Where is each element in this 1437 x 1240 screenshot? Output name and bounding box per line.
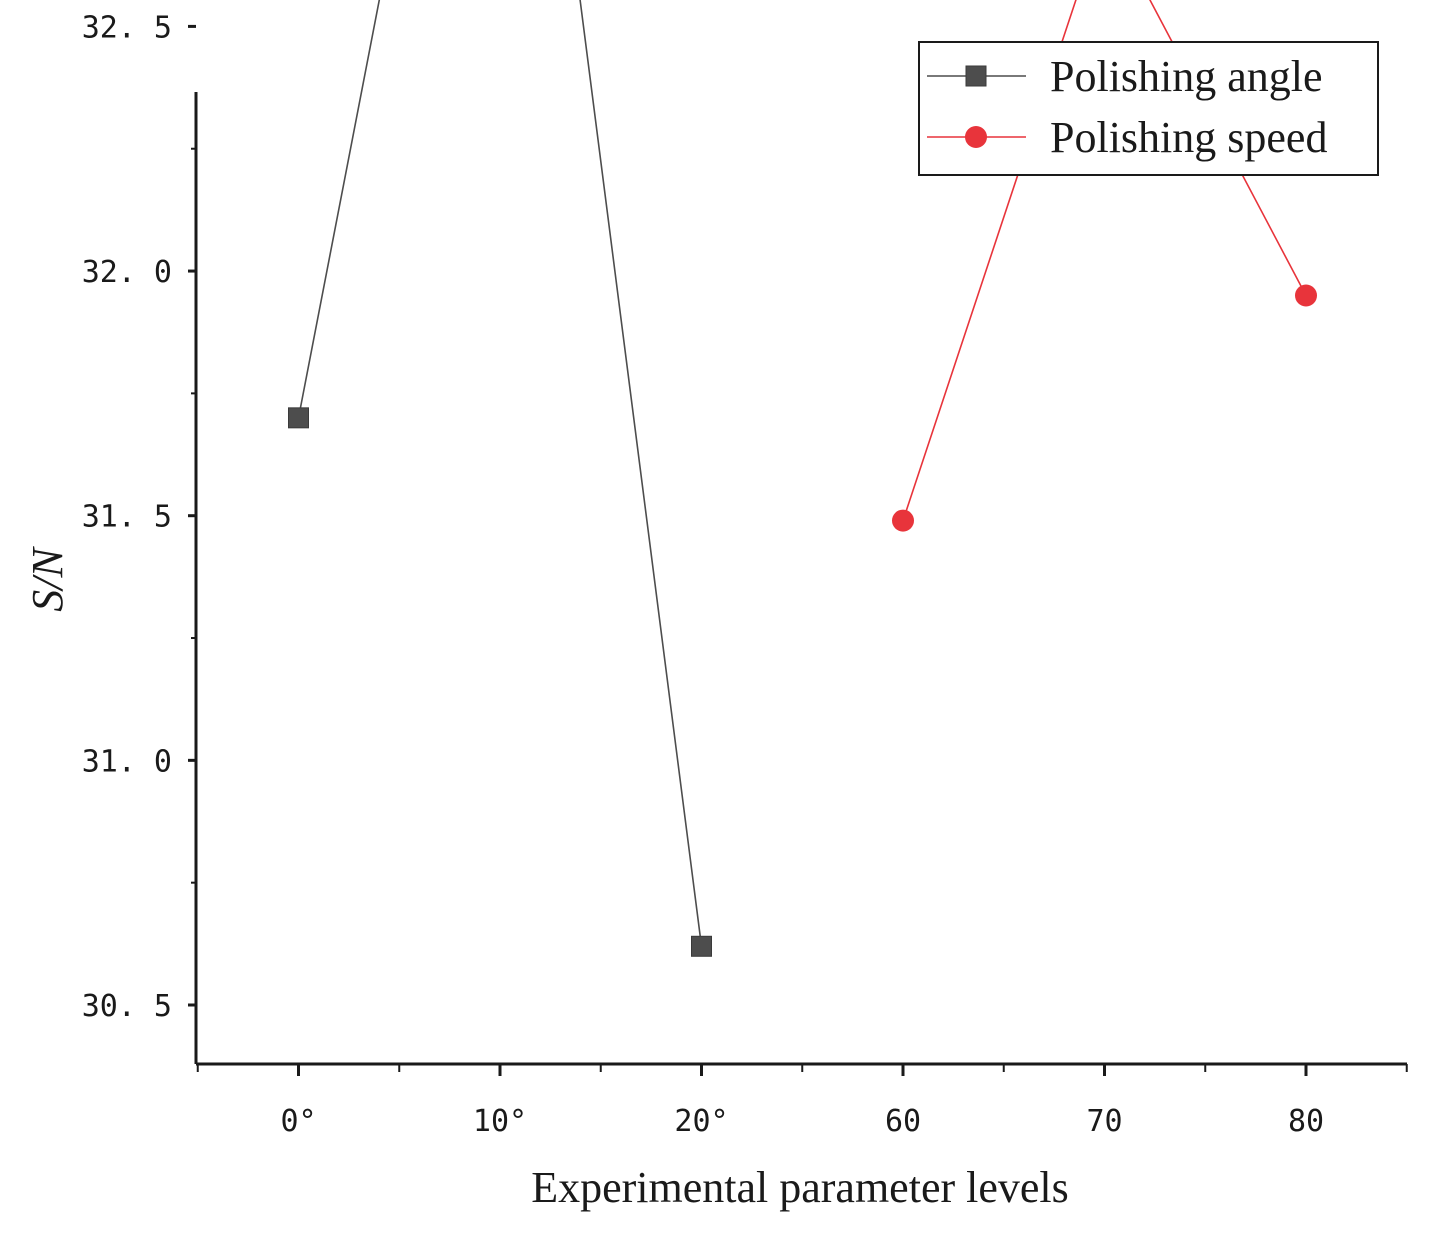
y-tick-label: 30. 5 [82,989,172,1024]
x-tick-label: 10° [473,1104,527,1139]
legend-marker [965,126,987,148]
x-tick-label: 0° [280,1104,316,1139]
data-point [1295,284,1317,307]
x-axis-title: Experimental parameter levels [531,1163,1069,1212]
y-tick-label: 32. 0 [82,255,172,290]
series-line-0 [297,0,703,947]
data-point [691,935,712,957]
x-tick-label: 60 [885,1104,921,1139]
legend-marker [965,65,987,87]
data-point [288,407,309,429]
legend-box [918,41,1379,176]
x-tick-label: 70 [1086,1104,1122,1139]
legend-label: Polishing speed [1050,113,1327,162]
legend-label: Polishing angle [1050,52,1323,101]
x-tick-label: 20° [674,1104,728,1139]
y-tick-label: 32. 5 [82,10,172,45]
y-axis-title: S/N [23,546,72,612]
axes: 30. 531. 031. 532. 032. 533. 033. 534. 0… [82,10,1408,1139]
x-tick-label: 80 [1288,1104,1324,1139]
legend: Polishing angle Polishing speed [918,41,1379,176]
y-tick-label: 31. 5 [82,500,172,535]
y-tick-label: 31. 0 [82,744,172,779]
data-point [892,509,914,532]
